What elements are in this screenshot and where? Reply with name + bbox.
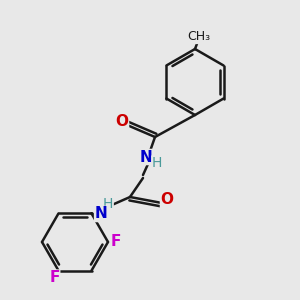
Text: N: N [140, 149, 152, 164]
Text: H: H [152, 156, 162, 170]
Text: CH₃: CH₃ [188, 31, 211, 44]
Text: O: O [116, 115, 128, 130]
Text: H: H [103, 197, 113, 211]
Text: F: F [49, 270, 60, 285]
Text: N: N [94, 206, 107, 221]
Text: F: F [111, 235, 121, 250]
Text: O: O [160, 193, 173, 208]
